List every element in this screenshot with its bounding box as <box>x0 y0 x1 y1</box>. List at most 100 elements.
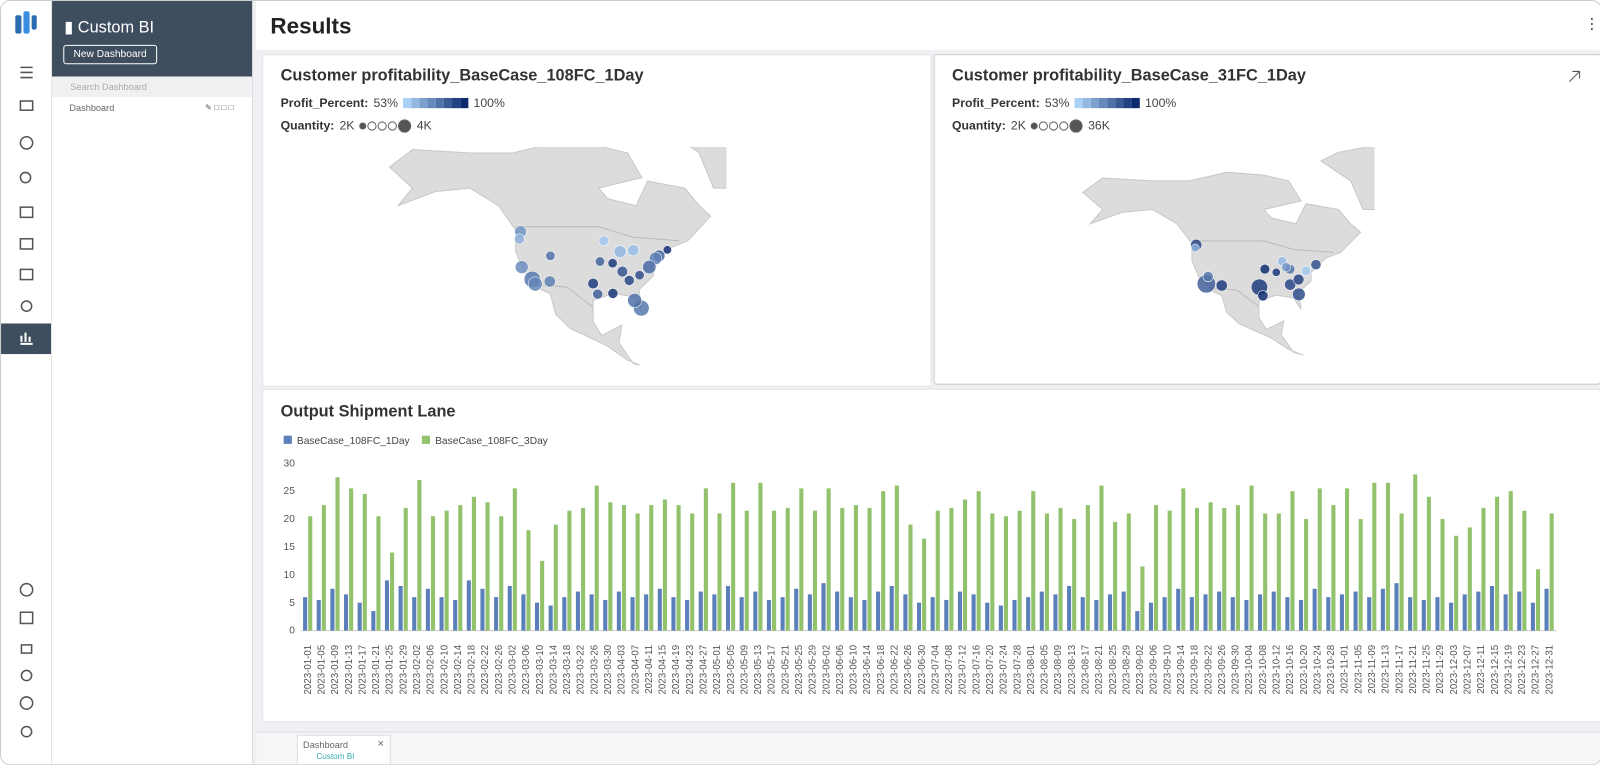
page-title: Results <box>270 13 352 39</box>
legend-label: BaseCase_108FC_3Day <box>435 436 549 447</box>
bar <box>371 611 376 631</box>
more-menu[interactable]: ⋮ <box>1584 15 1599 32</box>
legend-row: Profit_Percent: 53% 100% <box>952 96 1176 110</box>
size-swatch <box>388 120 398 131</box>
x-tick-label: 2023-02-18 <box>467 645 478 695</box>
x-tick-label: 2023-02-22 <box>480 645 491 695</box>
bar <box>1535 569 1541 631</box>
x-tick-label: 2023-02-26 <box>494 645 505 695</box>
bar <box>608 502 613 631</box>
x-tick-label: 2023-01-29 <box>398 645 409 695</box>
bar <box>957 591 962 631</box>
bar <box>1148 602 1153 631</box>
y-tick-label: 0 <box>289 626 295 637</box>
bar <box>1003 516 1009 631</box>
location-bubble <box>514 233 525 245</box>
size-swatch <box>1049 120 1059 131</box>
bar <box>376 516 381 631</box>
bar <box>1312 588 1317 631</box>
bar <box>1167 510 1172 631</box>
ramp-swatch <box>1107 97 1116 109</box>
bar <box>698 591 703 631</box>
x-tick-label: 2023-08-13 <box>1067 645 1078 695</box>
bar <box>466 580 471 631</box>
y-tick-label: 25 <box>284 486 296 497</box>
bar <box>725 585 731 631</box>
bar <box>949 507 954 631</box>
location-bubble <box>527 276 543 292</box>
bar <box>685 599 690 631</box>
x-tick-label: 2023-11-09 <box>1367 645 1378 694</box>
menu-icons <box>19 66 34 738</box>
location-bubble <box>595 256 605 267</box>
legend-max: 4K <box>416 118 432 133</box>
tab-close[interactable]: × <box>377 737 385 750</box>
x-tick-label: 2023-06-06 <box>835 645 846 695</box>
app-title-text: Custom BI <box>77 19 155 37</box>
bar <box>390 552 395 631</box>
bar <box>1426 496 1431 631</box>
location-bubble <box>587 277 599 290</box>
bar <box>916 602 922 631</box>
bar <box>1276 513 1281 631</box>
bar <box>1107 594 1113 631</box>
tree-item[interactable]: Dashboard <box>69 103 115 114</box>
bar <box>799 488 804 631</box>
map <box>1082 70 1581 356</box>
expand-icon[interactable] <box>1569 70 1581 82</box>
x-tick-label: 2023-01-17 <box>357 645 368 695</box>
x-tick-label: 2023-03-10 <box>535 644 546 694</box>
x-tick-label: 2023-12-07 <box>1462 645 1473 695</box>
x-tick-label: 2023-04-15 <box>658 645 669 695</box>
bar <box>453 599 458 631</box>
x-tick-label: 2023-01-01 <box>303 645 314 695</box>
legend-min: 53% <box>1044 95 1070 111</box>
bar <box>1135 611 1140 631</box>
location-bubble <box>1284 278 1297 291</box>
bar <box>944 599 949 631</box>
bar <box>758 482 763 631</box>
bar-chart: Output Shipment Lane BaseCase_108FC_1Day… <box>281 402 1557 695</box>
bar <box>1440 519 1445 631</box>
legend-min: 2K <box>1010 118 1026 133</box>
tab[interactable]: Dashboard Custom BI × <box>296 734 391 765</box>
x-tick-label: 2023-03-14 <box>548 644 559 694</box>
location-bubble <box>1259 264 1271 275</box>
bar <box>1235 505 1240 631</box>
location-bubble <box>1190 243 1200 253</box>
bar <box>1140 566 1145 631</box>
x-tick-label: 2023-08-09 <box>1053 645 1064 695</box>
x-tick-label: 2023-11-05 <box>1353 645 1364 694</box>
x-tick-label: 2023-07-04 <box>930 644 941 694</box>
x-tick-label: 2023-01-25 <box>385 645 396 695</box>
new-dashboard-button[interactable]: New Dashboard <box>63 44 157 65</box>
search-box[interactable]: Search Dashboard <box>52 76 253 97</box>
y-tick-label: 10 <box>284 570 296 581</box>
bar <box>567 510 572 631</box>
bar <box>848 597 853 631</box>
location-bubble <box>1292 273 1305 286</box>
tab-name: Dashboard <box>303 739 348 750</box>
bar <box>1339 594 1344 631</box>
bar <box>876 591 881 631</box>
x-tick-label: 2023-11-29 <box>1435 645 1446 694</box>
bar <box>807 594 812 631</box>
bar <box>1154 505 1159 631</box>
map-title: Customer profitability_BaseCase_108FC_1D… <box>280 67 644 85</box>
y-tick-label: 15 <box>284 542 296 553</box>
x-tick-label: 2023-05-25 <box>794 645 805 695</box>
legend-label: Profit_Percent: <box>280 95 369 111</box>
size-swatch <box>1030 121 1039 130</box>
x-tick-label: 2023-12-19 <box>1503 645 1514 695</box>
map <box>388 146 727 366</box>
bar <box>581 507 586 631</box>
bar <box>308 516 313 631</box>
bar <box>1372 482 1377 631</box>
ramp-swatch <box>1090 97 1100 109</box>
tree-actions[interactable]: ✎ □ □ □ <box>205 103 234 113</box>
size-ramp <box>1030 118 1084 133</box>
bar <box>335 477 340 631</box>
x-tick-label: 2023-08-29 <box>1121 645 1132 695</box>
bar <box>867 507 872 631</box>
bar <box>575 591 581 631</box>
